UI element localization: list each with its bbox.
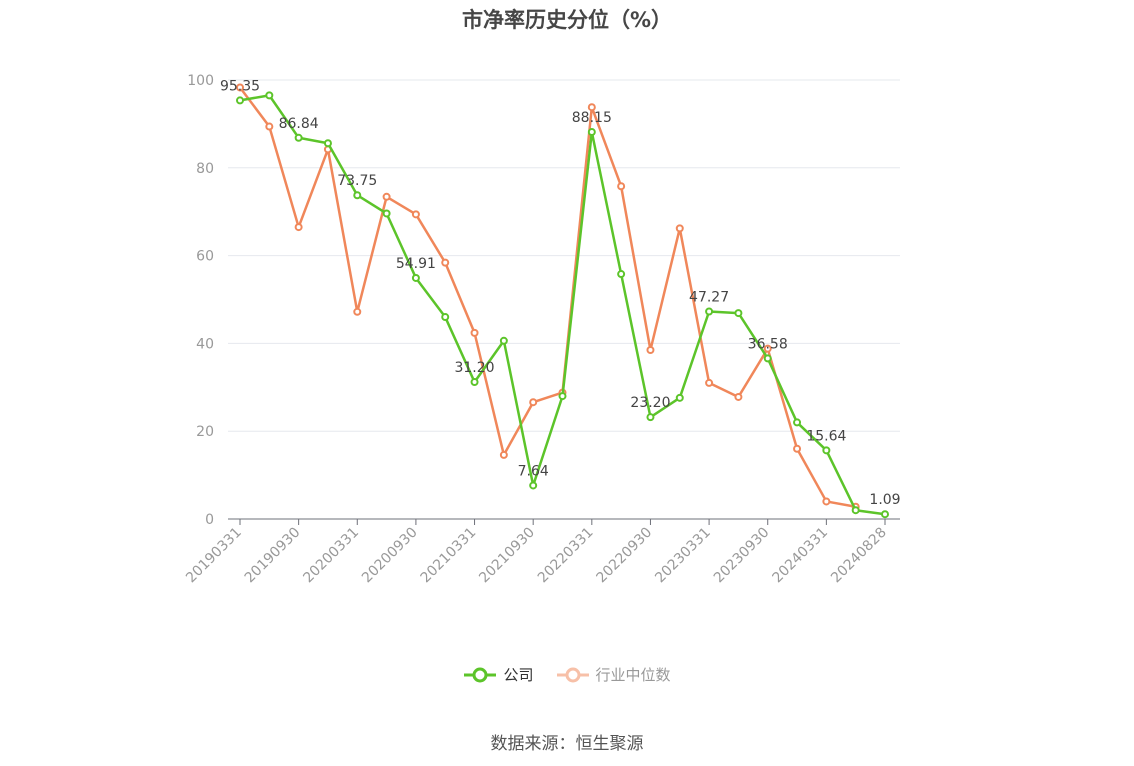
x-tick-label: 20230930	[711, 525, 773, 587]
data-point-company	[441, 313, 450, 322]
data-point-company	[236, 96, 244, 105]
x-tick-label: 20230331	[652, 525, 714, 587]
data-point-company	[793, 418, 802, 427]
data-label: 23.20	[630, 395, 670, 411]
data-point-industry	[529, 398, 538, 407]
legend-company-icon	[464, 667, 497, 682]
x-tick-label: 20240331	[769, 525, 831, 587]
data-point-company	[382, 209, 391, 218]
data-point-company	[294, 133, 303, 142]
x-tick-label: 20210331	[418, 525, 480, 587]
data-point-industry	[236, 83, 244, 92]
data-point-industry	[793, 444, 802, 453]
data-point-company	[851, 506, 860, 515]
data-point-industry	[822, 497, 831, 506]
data-label: 88.15	[572, 110, 612, 126]
chart-title: 市净率历史分位（%）	[461, 8, 673, 32]
y-tick-label: 0	[205, 512, 214, 528]
data-point-industry	[646, 345, 655, 354]
data-label: 86.84	[279, 116, 319, 132]
data-point-industry	[617, 182, 626, 191]
y-tick-label: 100	[187, 73, 214, 89]
data-label: 73.75	[337, 173, 377, 189]
legend-label-industry: 行业中位数	[595, 666, 671, 684]
data-label: 36.58	[748, 336, 788, 352]
data-point-industry	[382, 192, 391, 201]
data-label: 54.91	[396, 256, 436, 272]
data-point-industry	[734, 392, 743, 401]
data-point-industry	[763, 344, 772, 353]
x-tick-label: 20190930	[242, 525, 304, 587]
data-point-company	[705, 307, 714, 316]
data-point-company	[646, 413, 655, 422]
data-point-company	[675, 393, 684, 402]
legend-item-company[interactable]: 公司	[463, 664, 534, 685]
data-label: 7.64	[518, 463, 549, 479]
data-point-company	[881, 510, 889, 519]
y-tick-label: 60	[196, 249, 214, 265]
data-point-industry	[470, 328, 479, 337]
data-point-company	[353, 191, 362, 200]
data-point-company	[822, 446, 831, 455]
data-point-industry	[353, 307, 362, 316]
data-point-company	[499, 336, 508, 345]
series-line-industry	[239, 86, 856, 508]
data-point-industry	[587, 103, 596, 112]
series-line-company	[239, 94, 886, 516]
data-label: 31.20	[454, 360, 494, 376]
y-tick-label: 80	[196, 161, 214, 177]
x-tick-label: 20220930	[594, 525, 656, 587]
data-point-industry	[499, 450, 508, 459]
x-tick-label: 20200930	[359, 525, 421, 587]
data-point-company	[323, 139, 332, 148]
data-label: 47.27	[689, 289, 729, 305]
data-point-company	[558, 392, 567, 401]
data-point-company	[617, 270, 626, 279]
data-label: 15.64	[806, 428, 846, 444]
data-point-industry	[705, 378, 714, 387]
legend-item-industry[interactable]: 行业中位数	[556, 664, 671, 685]
data-point-company	[265, 91, 274, 100]
data-point-company	[411, 273, 420, 282]
x-tick-label: 20220331	[535, 525, 597, 587]
data-point-industry	[411, 210, 420, 219]
data-point-company	[529, 481, 538, 490]
data-point-company	[763, 354, 772, 363]
y-tick-label: 20	[196, 424, 214, 440]
data-point-company	[470, 378, 479, 387]
x-tick-label: 20240828	[828, 525, 890, 587]
legend-label-company: 公司	[503, 666, 534, 684]
data-point-industry	[265, 122, 274, 131]
data-point-industry	[675, 224, 684, 233]
data-label: 95.35	[220, 78, 260, 94]
x-tick-label: 20190331	[183, 525, 245, 587]
y-tick-label: 40	[196, 336, 214, 352]
data-point-industry	[441, 258, 450, 267]
data-label: 1.09	[869, 492, 900, 508]
data-point-company	[734, 309, 743, 318]
legend-industry-icon	[556, 667, 589, 682]
x-tick-label: 20200331	[300, 525, 362, 587]
data-source: 数据来源：恒生聚源	[490, 734, 644, 754]
data-point-company	[587, 128, 596, 137]
legend: 公司 行业中位数	[0, 664, 1134, 685]
data-point-industry	[294, 223, 303, 232]
x-tick-label: 20210930	[476, 525, 538, 587]
